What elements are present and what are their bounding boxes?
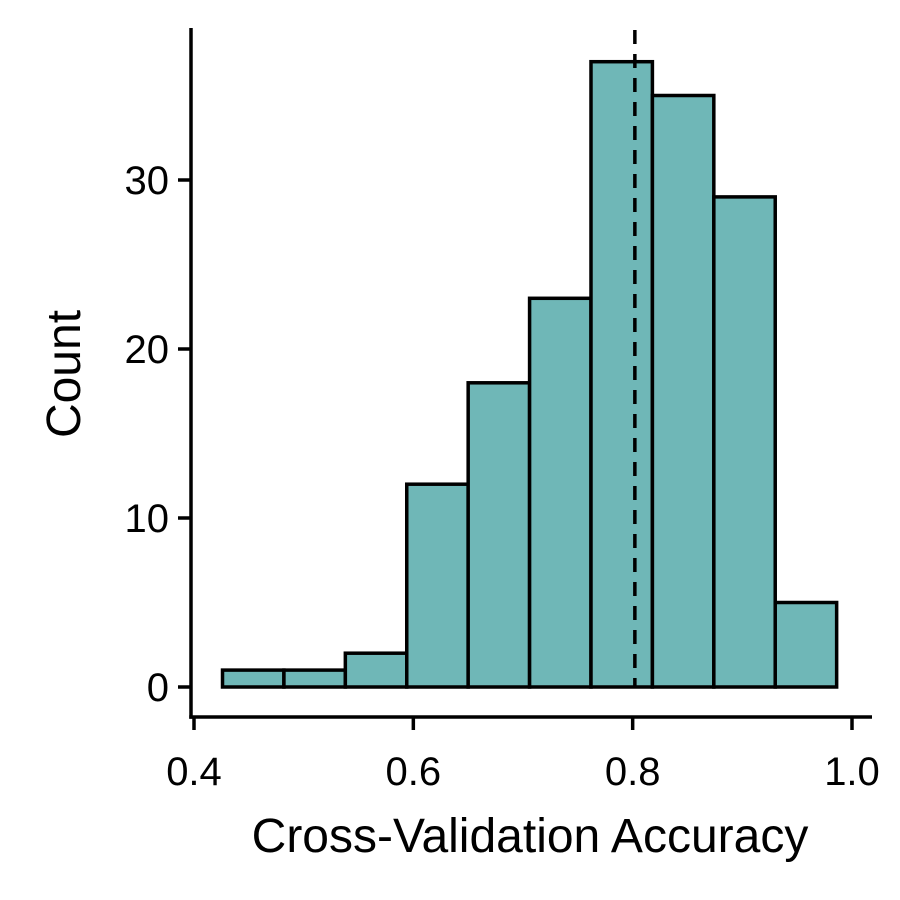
histogram-bar-10 — [773, 600, 839, 689]
y-axis-title: Count — [38, 310, 91, 438]
histogram-bar-9 — [712, 195, 777, 689]
histogram-bar-8 — [650, 93, 716, 689]
y-tick-label: 30 — [125, 159, 170, 203]
histogram-bar-3 — [343, 651, 409, 689]
histogram-bar-7 — [589, 59, 655, 689]
histogram-bar-2 — [282, 668, 348, 689]
y-tick-label: 20 — [125, 328, 170, 372]
x-tick-label: 0.8 — [605, 750, 661, 794]
histogram-bar-4 — [405, 482, 470, 689]
x-tick-label: 0.4 — [166, 750, 222, 794]
histogram-bar-5 — [466, 381, 532, 689]
x-axis-title: Cross-Validation Accuracy — [252, 810, 809, 863]
histogram-bars — [220, 59, 839, 689]
x-tick-label: 0.6 — [386, 750, 442, 794]
y-tick-label: 10 — [125, 497, 170, 541]
x-tick-label: 1.0 — [824, 750, 880, 794]
histogram-bar-1 — [220, 668, 286, 689]
y-tick-label: 0 — [147, 666, 169, 710]
x-axis-ticks: 0.4 0.6 0.8 1.0 — [166, 717, 880, 794]
histogram-bar-6 — [527, 296, 593, 689]
y-axis-ticks: 0 10 20 30 — [125, 159, 191, 710]
